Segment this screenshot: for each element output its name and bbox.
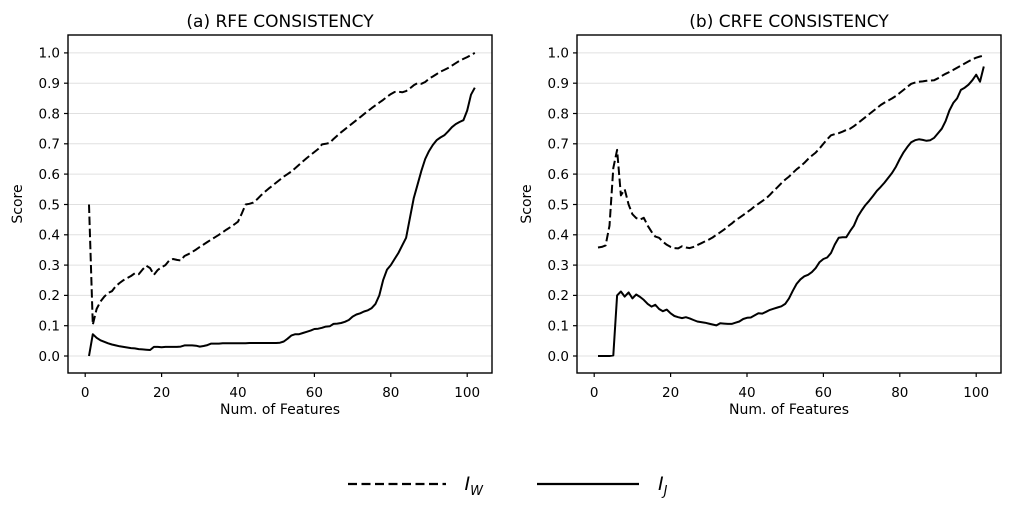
legend-label-ij: IJ: [658, 473, 667, 498]
y-tick-label: 1.0: [39, 46, 60, 62]
y-tick-label: 0.0: [39, 349, 60, 365]
legend-label-iw-base: I: [464, 473, 471, 495]
subplot-a: 0 20 40 60 80 100 0.0 0.1 0.2 0.3 0.4 0.5 0.6 0.7 0.8 0…: [39, 34, 493, 401]
panel-b-yaxis-label: Score: [519, 184, 535, 223]
panel-b-xaxis-label: Num. of Features: [729, 402, 849, 418]
chart-canvas: 0 20 40 60 80 100 0.0 0.1 0.2 0.3 0.4 0.5 0.6 0.7 0.8 0…: [10, 12, 1002, 418]
y-tick-label: 0.5: [548, 197, 569, 213]
series-ij-line: [88, 87, 476, 357]
x-tick-label: 20: [153, 385, 170, 401]
legend-label-iw: IW: [464, 473, 483, 498]
y-tick-label: 0.8: [39, 106, 60, 122]
x-tick-label: 20: [662, 385, 679, 401]
legend-item-iw: IW: [346, 473, 483, 498]
legend-label-ij-base: I: [658, 473, 664, 495]
legend-item-ij: IJ: [535, 473, 667, 498]
y-tick-label: 0.0: [548, 349, 569, 365]
panel-a-title: (a) RFE CONSISTENCY: [186, 12, 374, 32]
x-tick-label: 100: [963, 385, 989, 401]
x-tick-label: 80: [891, 385, 908, 401]
x-tick-label: 100: [454, 385, 480, 401]
legend-label-ij-subscript: J: [663, 483, 668, 499]
y-tick-label: 0.6: [39, 167, 60, 183]
series-ij-line: [598, 66, 985, 357]
legend-label-iw-subscript: W: [470, 483, 483, 499]
y-tick-label: 0.6: [548, 167, 569, 183]
x-tick-label: 60: [306, 385, 323, 401]
x-tick-label: 0: [81, 385, 90, 401]
y-tick-label: 0.3: [548, 258, 569, 274]
dashed-line-sample-icon: [347, 482, 446, 486]
subplot-b: 0 20 40 60 80 100 0.0 0.1 0.2 0.3 0.4 0.5 0.6 0.7 0.8 0…: [548, 34, 1002, 401]
series-iw-line: [597, 54, 985, 250]
y-tick-label: 0.5: [39, 197, 60, 213]
y-tick-label: 0.1: [548, 319, 569, 335]
y-tick-label: 0.3: [39, 258, 60, 274]
y-tick-label: 0.8: [548, 106, 569, 122]
y-tick-label: 0.7: [39, 137, 60, 153]
legend: IW IJ: [0, 454, 1013, 508]
solid-line-sample-icon: [537, 482, 639, 486]
x-tick-label: 0: [590, 385, 599, 401]
panel-a-yaxis-label: Score: [10, 184, 26, 223]
y-tick-label: 1.0: [548, 46, 569, 62]
y-tick-label: 0.7: [548, 137, 569, 153]
y-tick-label: 0.9: [548, 76, 569, 92]
x-tick-label: 80: [382, 385, 399, 401]
y-tick-label: 0.9: [39, 76, 60, 92]
y-tick-label: 0.1: [39, 319, 60, 335]
series-iw-line: [88, 52, 476, 326]
x-tick-label: 40: [229, 385, 246, 401]
x-tick-label: 40: [738, 385, 755, 401]
y-tick-label: 0.2: [39, 288, 60, 304]
panel-b-title: (b) CRFE CONSISTENCY: [689, 12, 889, 32]
y-tick-label: 0.4: [39, 228, 60, 244]
x-tick-label: 60: [815, 385, 832, 401]
y-tick-label: 0.2: [548, 288, 569, 304]
panel-a-xaxis-label: Num. of Features: [220, 402, 340, 418]
y-tick-label: 0.4: [548, 228, 569, 244]
